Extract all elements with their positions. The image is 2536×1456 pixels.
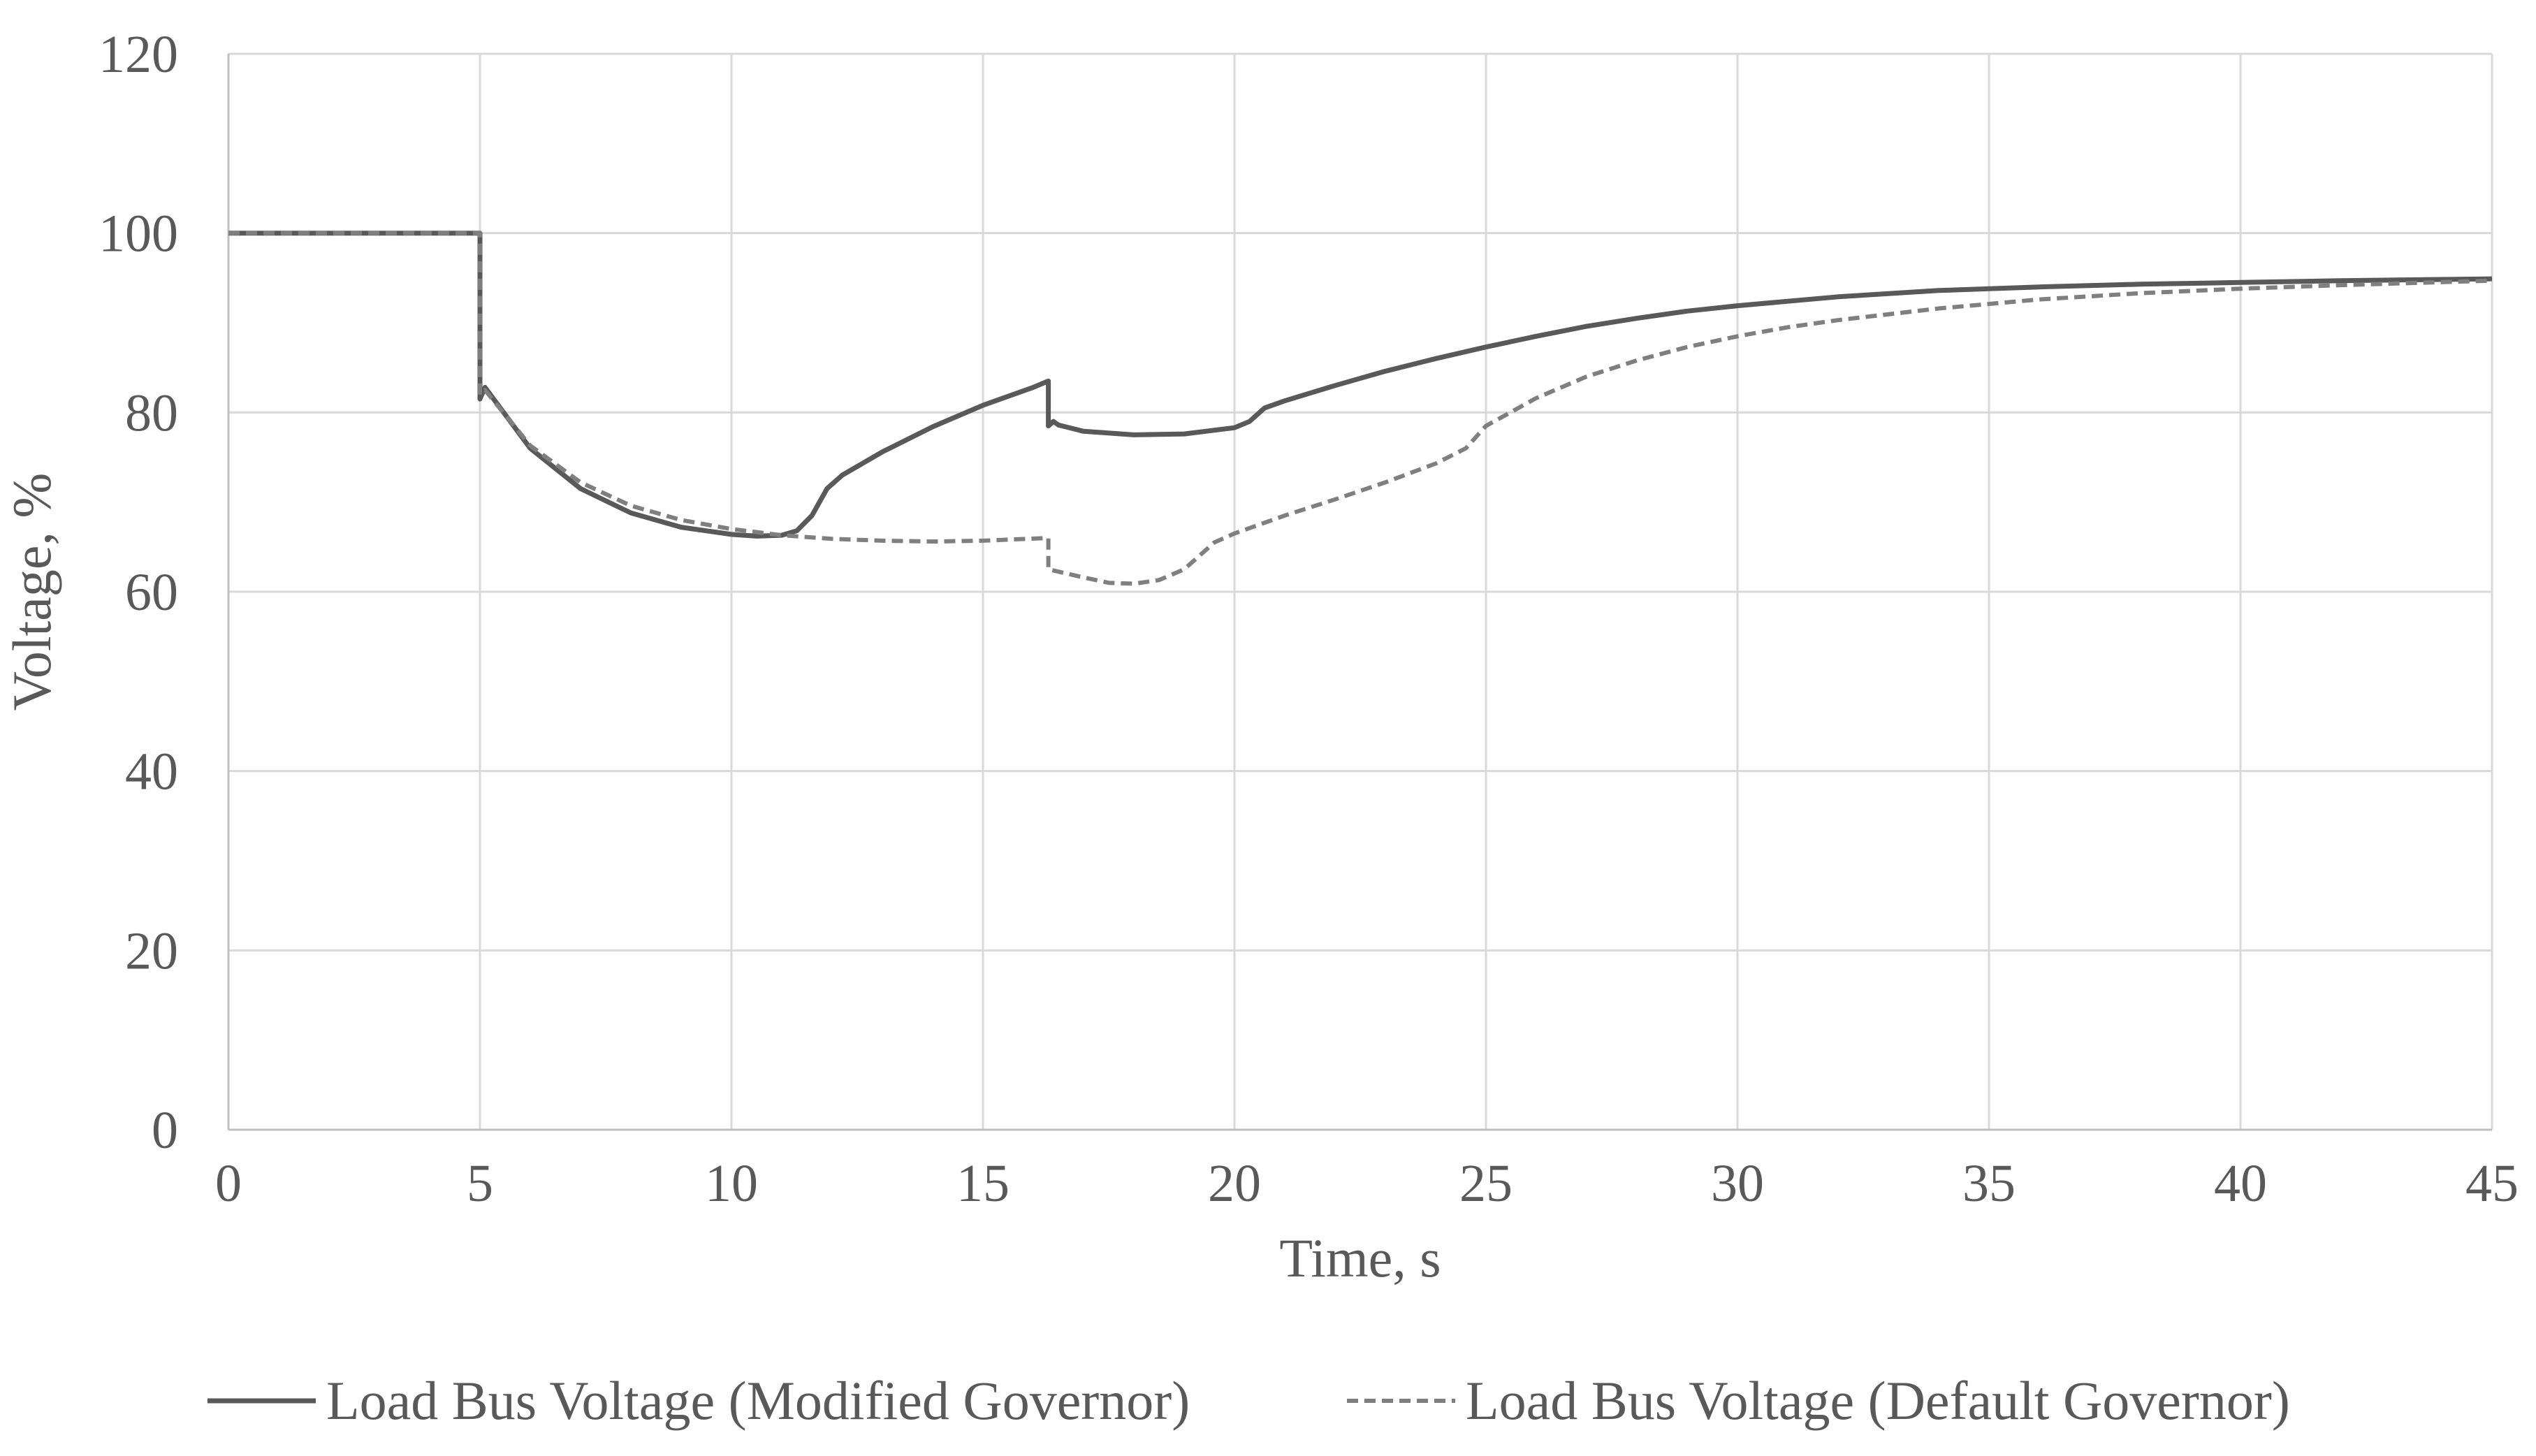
legend: Load Bus Voltage (Modified Governor) Loa… bbox=[207, 1370, 2290, 1431]
x-tick-label: 20 bbox=[1208, 1154, 1261, 1213]
y-tick-label: 120 bbox=[99, 25, 178, 84]
x-tick-label: 10 bbox=[705, 1154, 758, 1213]
x-tick-label: 25 bbox=[1459, 1154, 1513, 1213]
x-tick-label: 35 bbox=[1962, 1154, 2016, 1213]
series-group bbox=[228, 231, 2493, 586]
x-tick-label: 30 bbox=[1711, 1154, 1764, 1213]
y-tick-label: 80 bbox=[125, 384, 178, 442]
x-tick-label: 15 bbox=[956, 1154, 1010, 1213]
y-tick-label: 100 bbox=[99, 205, 178, 263]
y-tick-label: 20 bbox=[125, 922, 178, 980]
tick-labels: 0 20 40 60 80 100 120 0 5 10 15 20 25 30 35 40 45 bbox=[99, 25, 2519, 1213]
y-tick-label: 60 bbox=[125, 563, 178, 622]
x-axis-title: Time, s bbox=[1279, 1228, 1441, 1288]
x-tick-label: 40 bbox=[2214, 1154, 2267, 1213]
grid bbox=[228, 52, 2493, 1130]
x-tick-label: 45 bbox=[2465, 1154, 2519, 1213]
x-tick-label: 0 bbox=[215, 1154, 242, 1213]
series-line-default-governor bbox=[228, 231, 2493, 586]
legend-label-modified-governor: Load Bus Voltage (Modified Governor) bbox=[326, 1370, 1190, 1431]
series-line-modified-governor bbox=[228, 231, 2493, 539]
x-tick-label: 5 bbox=[467, 1154, 493, 1213]
y-tick-label: 0 bbox=[152, 1101, 178, 1160]
y-tick-label: 40 bbox=[125, 743, 178, 801]
y-axis-title: Voltage, % bbox=[1, 473, 62, 711]
legend-label-default-governor: Load Bus Voltage (Default Governor) bbox=[1466, 1370, 2290, 1431]
